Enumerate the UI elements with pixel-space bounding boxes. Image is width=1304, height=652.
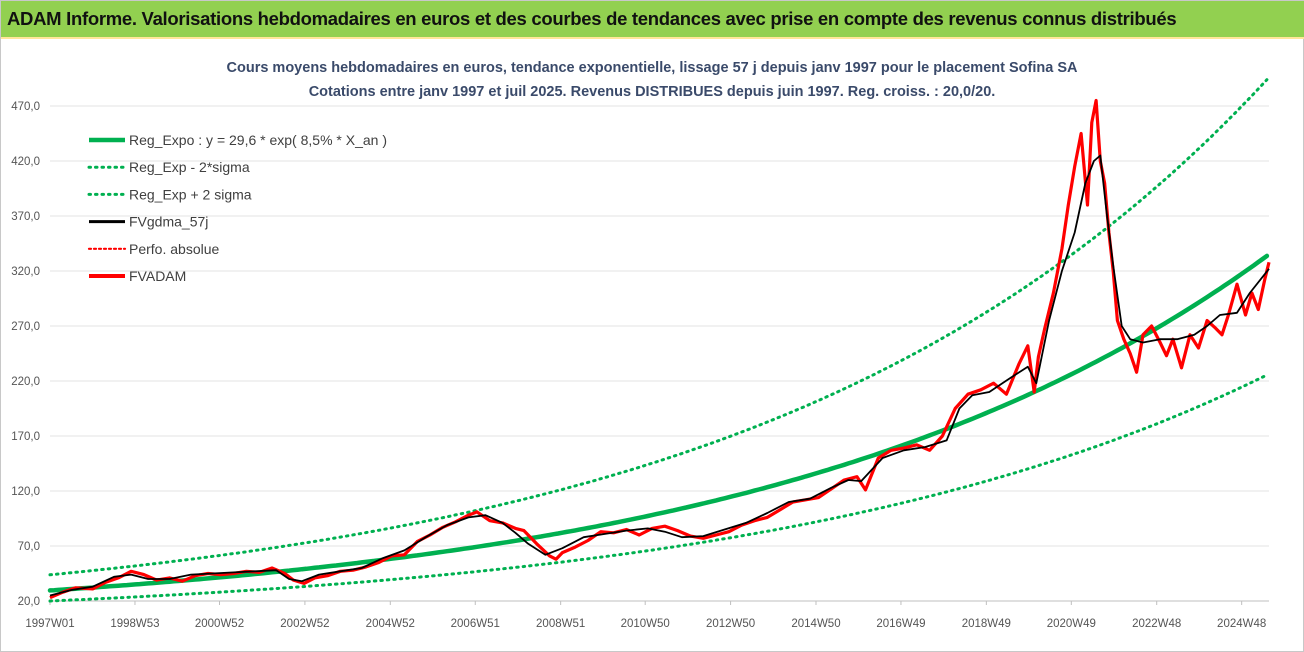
x-tick-label: 2006W51 bbox=[451, 618, 500, 630]
chart-title-line2: Cotations entre janv 1997 et juil 2025. … bbox=[309, 84, 996, 100]
series-fvgdma-57j bbox=[49, 154, 1270, 597]
x-tick-label: 2004W52 bbox=[366, 618, 415, 630]
y-tick-label: 270,0 bbox=[11, 321, 40, 333]
series-reg-exp-plus-2-sigma bbox=[48, 78, 1269, 577]
y-tick-label: 120,0 bbox=[11, 486, 40, 498]
chart-title-line1: Cours moyens hebdomadaires en euros, ten… bbox=[227, 60, 1078, 76]
legend-label: FVgdma_57j bbox=[129, 214, 208, 230]
y-tick-label: 420,0 bbox=[11, 156, 40, 168]
chart-area: 20,0 70,0 120,0 170,0 220,0 270,0 320,0 370,0 42… bbox=[11, 60, 1271, 630]
y-tick-label: 20,0 bbox=[18, 596, 40, 608]
axes: 20,0 70,0 120,0 170,0 220,0 270,0 320,0 370,0 42… bbox=[11, 101, 1269, 630]
x-tick-label: 2018W49 bbox=[962, 618, 1011, 630]
x-tick-label: 2000W52 bbox=[195, 618, 244, 630]
series-reg-exp-minus-2-sigma bbox=[48, 373, 1269, 603]
y-tick-label: 170,0 bbox=[11, 431, 40, 443]
y-tick-label: 70,0 bbox=[18, 541, 40, 553]
x-tick-label: 2012W50 bbox=[706, 618, 755, 630]
series-reg-expo bbox=[47, 253, 1270, 593]
x-tick-label: 2016W49 bbox=[876, 618, 925, 630]
x-tick-label: 2010W50 bbox=[621, 618, 670, 630]
x-tick-label: 1997W01 bbox=[25, 618, 74, 630]
x-tick-label: 1998W53 bbox=[110, 618, 159, 630]
y-tick-label: 220,0 bbox=[11, 376, 40, 388]
y-tick-label: 370,0 bbox=[11, 211, 40, 223]
series-lines bbox=[47, 78, 1271, 603]
x-tick-label: 2024W48 bbox=[1217, 618, 1266, 630]
x-tick-label: 2002W52 bbox=[280, 618, 329, 630]
x-tick-label: 2022W48 bbox=[1132, 618, 1181, 630]
y-tick-label: 320,0 bbox=[11, 266, 40, 278]
legend: Reg_Expo : y = 29,6 * exp( 8,5% * X_an )… bbox=[87, 132, 387, 284]
legend-label: Reg_Exp + 2 sigma bbox=[129, 186, 252, 202]
y-tick-label: 470,0 bbox=[11, 101, 40, 113]
legend-label: FVADAM bbox=[129, 268, 186, 284]
x-tick-label: 2020W49 bbox=[1047, 618, 1096, 630]
x-tick-label: 2014W50 bbox=[791, 618, 840, 630]
legend-label: Reg_Exp - 2*sigma bbox=[129, 159, 250, 175]
legend-label: Reg_Expo : y = 29,6 * exp( 8,5% * X_an ) bbox=[129, 132, 387, 148]
x-tick-label: 2008W51 bbox=[536, 618, 585, 630]
legend-label: Perfo. absolue bbox=[129, 241, 219, 257]
report-banner: ADAM Informe. Valorisations hebdomadaire… bbox=[1, 1, 1304, 39]
banner-title: ADAM Informe. Valorisations hebdomadaire… bbox=[7, 8, 1177, 29]
grid bbox=[50, 105, 1269, 602]
